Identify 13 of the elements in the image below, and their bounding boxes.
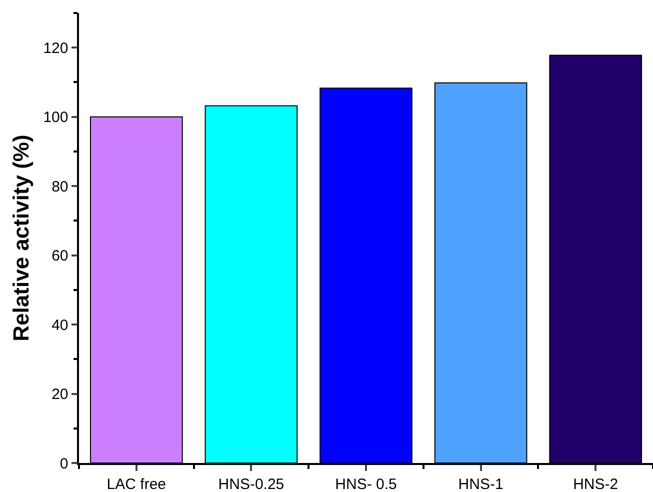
- y-tick-label: 40: [52, 316, 68, 334]
- x-tick-label: HNS-0.25: [218, 476, 284, 492]
- y-tick-label: 60: [52, 248, 68, 265]
- y-tick-label: 80: [52, 178, 68, 196]
- y-tick-label: 20: [52, 386, 68, 404]
- y-axis-title: Relative activity (%): [8, 134, 34, 342]
- x-tick-label: HNS-1: [458, 476, 504, 492]
- x-tick-label: HNS- 0.5: [335, 476, 397, 492]
- x-tick-label: LAC free: [106, 476, 166, 492]
- x-tick-label: HNS-2: [573, 476, 618, 492]
- y-tick-label: 120: [43, 40, 68, 57]
- y-tick-label: 0: [60, 455, 68, 472]
- y-tick-label: 100: [43, 109, 68, 126]
